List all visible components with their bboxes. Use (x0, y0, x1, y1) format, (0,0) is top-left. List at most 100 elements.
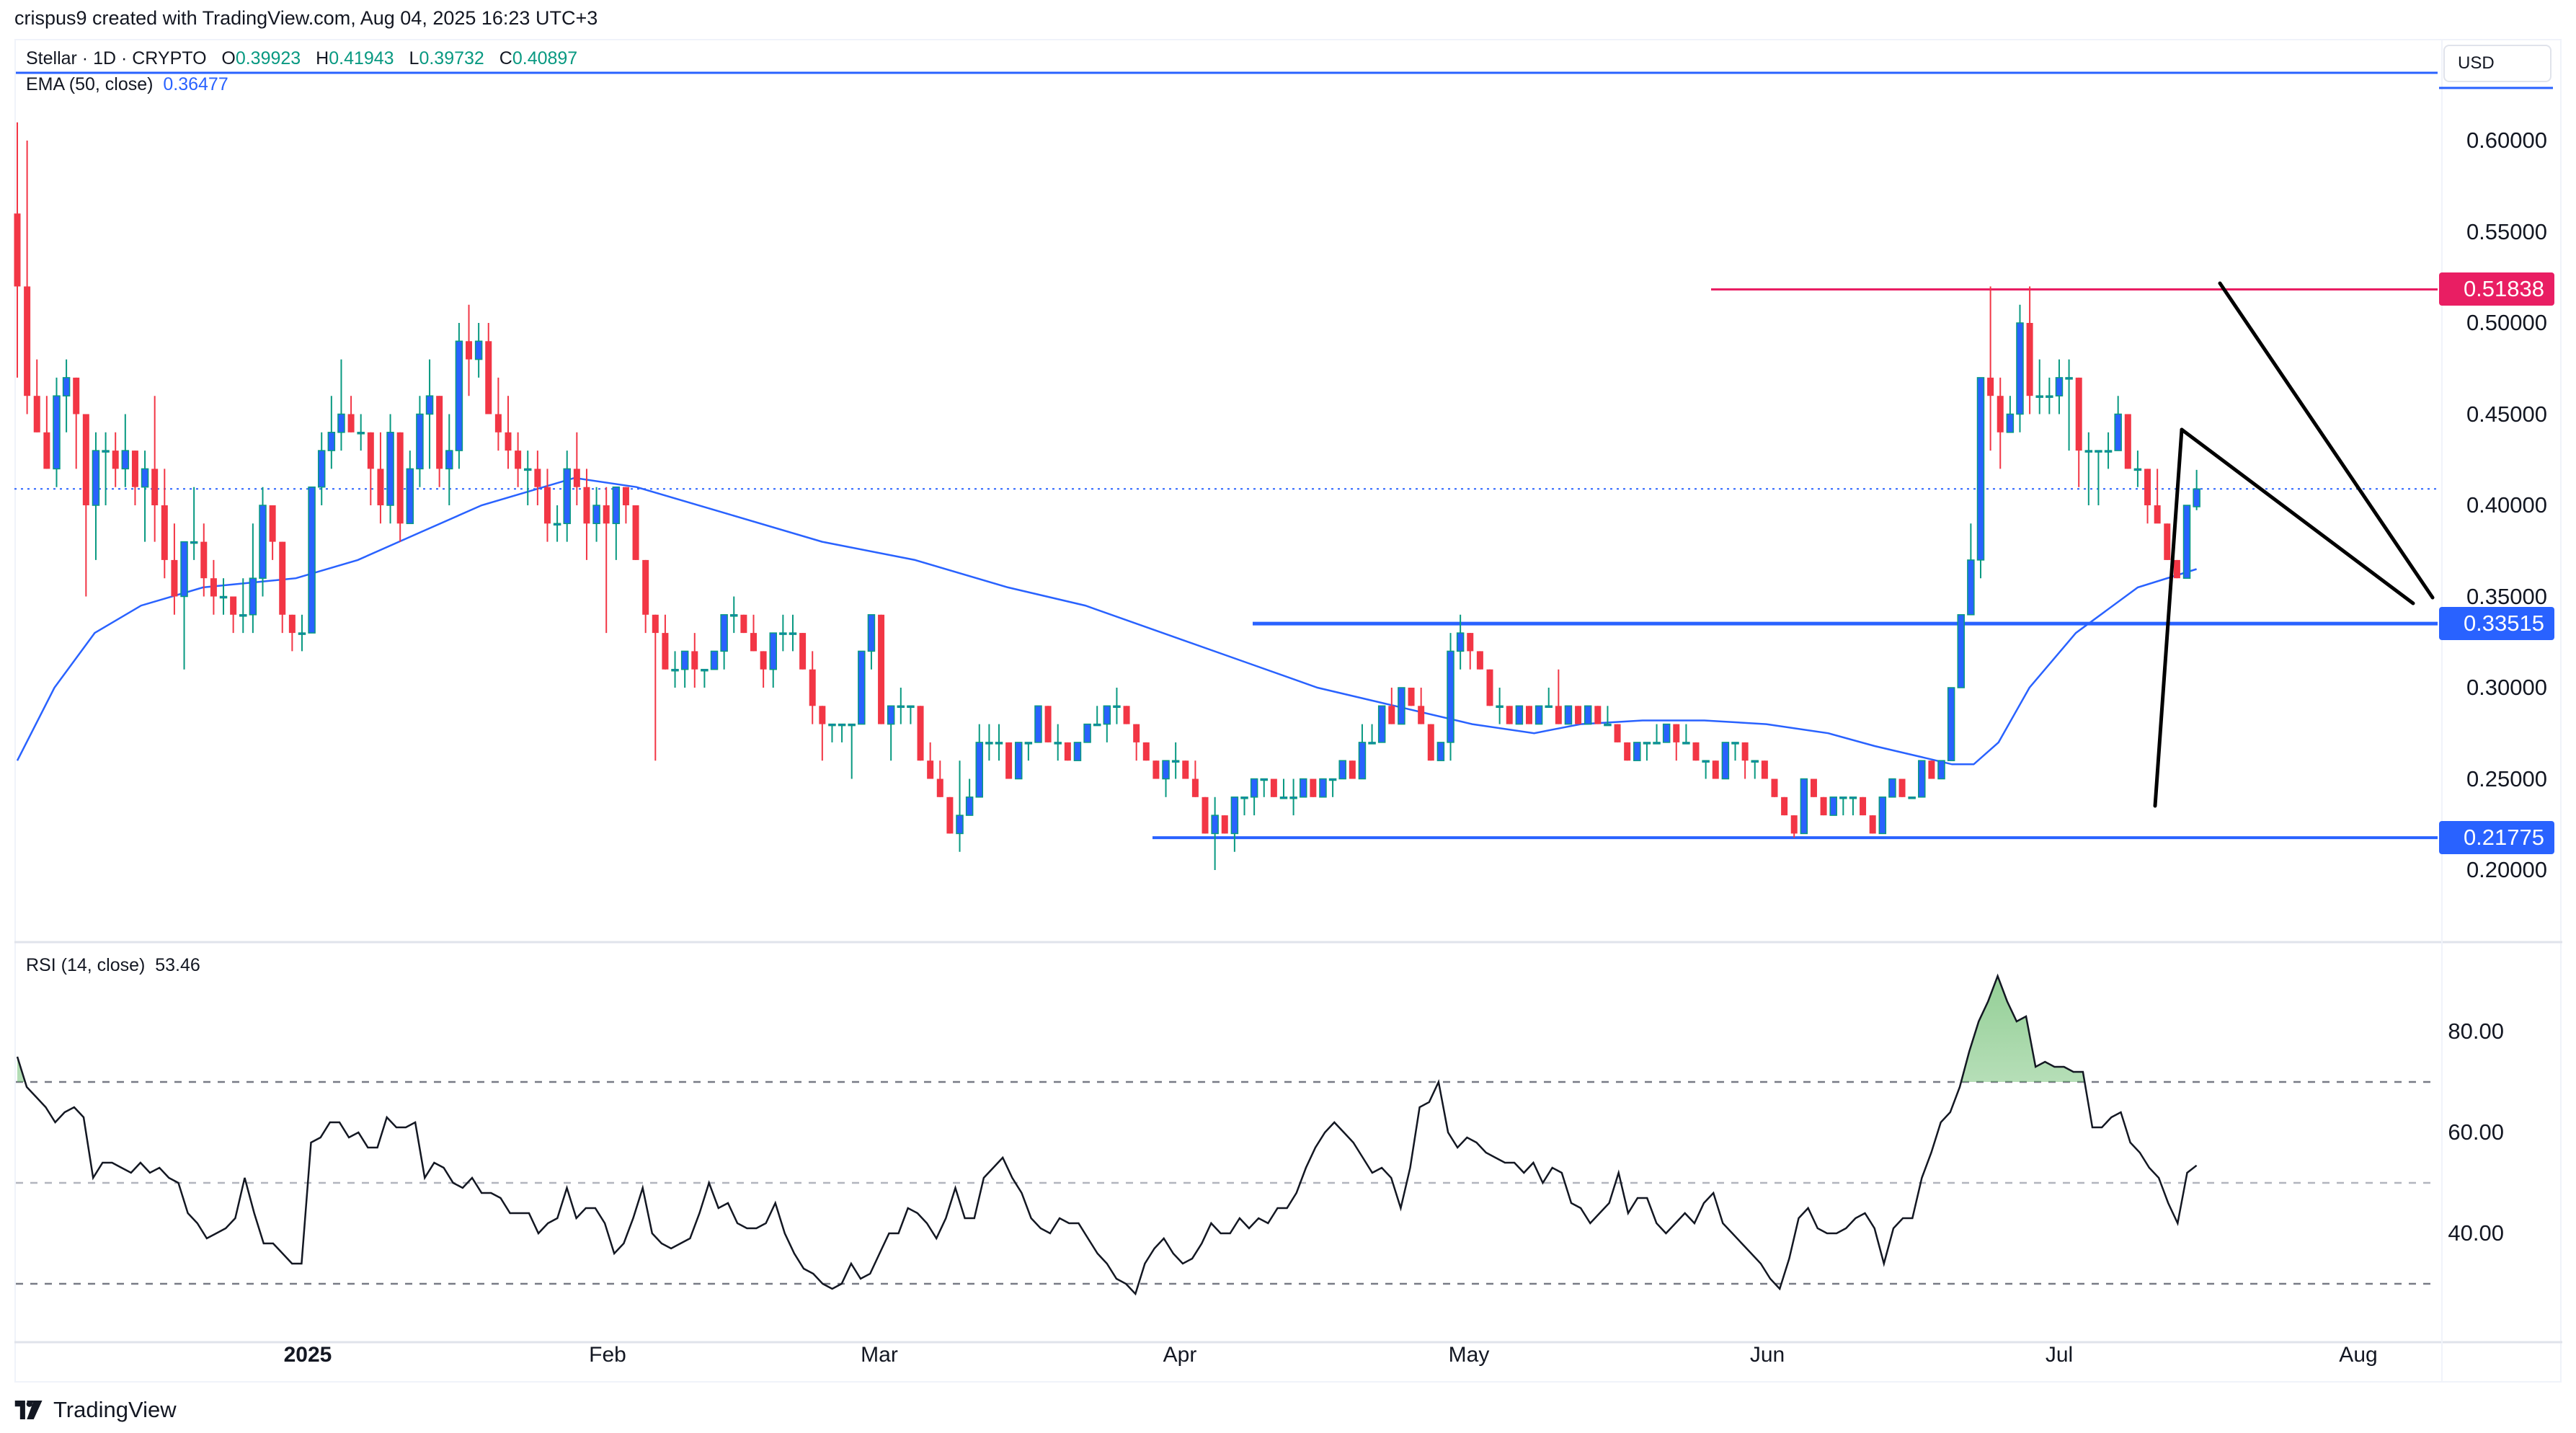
candle (1240, 797, 1248, 816)
candle (1614, 724, 1621, 742)
candle (779, 614, 787, 652)
candle (1731, 742, 1739, 761)
candle (396, 432, 404, 542)
candle (1368, 724, 1376, 745)
candle (515, 432, 522, 487)
candle (1761, 760, 1768, 779)
candle (1054, 724, 1062, 761)
candle (2182, 505, 2191, 579)
price-tick: 0.25000 (2466, 766, 2547, 791)
candle (2026, 286, 2033, 414)
candle (1338, 760, 1346, 780)
candle (466, 304, 473, 396)
price-tick: 0.55000 (2466, 218, 2547, 244)
symbol-name: Stellar · 1D · CRYPTO (26, 48, 207, 68)
candle (1506, 706, 1513, 724)
candle (1849, 797, 1857, 816)
candle (1260, 778, 1268, 797)
candle (897, 688, 905, 724)
candle (1781, 797, 1788, 816)
candle (887, 705, 895, 761)
candle (1349, 760, 1356, 779)
candle (1398, 687, 1405, 725)
wedge-lower-line (2180, 427, 2415, 605)
candle (622, 487, 629, 524)
candle (1800, 778, 1808, 835)
candle (534, 451, 541, 505)
candle (1005, 742, 1013, 779)
candle (239, 578, 247, 634)
candle (927, 742, 934, 779)
candle (2154, 469, 2161, 524)
rsi-label: RSI (14, close) (26, 955, 146, 975)
candle (946, 797, 954, 834)
candle (1073, 742, 1082, 761)
time-tick: Apr (1163, 1343, 1197, 1367)
candle (1594, 706, 1602, 724)
candle (1289, 778, 1297, 816)
candle (210, 559, 217, 615)
candle (720, 614, 728, 670)
candle (956, 760, 964, 852)
candle (1270, 778, 1277, 797)
price-tick: 0.45000 (2466, 401, 2547, 427)
candle (1604, 706, 1612, 727)
candle (1202, 797, 1209, 834)
candle (858, 650, 866, 725)
candle (2133, 451, 2142, 487)
candle (1142, 742, 1150, 761)
footer-brand[interactable]: TradingView (14, 1397, 177, 1423)
candle (1034, 705, 1042, 743)
candle (1171, 742, 1180, 779)
chart-frame (14, 39, 2562, 1383)
candle (1408, 688, 1415, 706)
candle (553, 505, 561, 542)
candle (2164, 523, 2171, 560)
rsi-legend[interactable]: RSI (14, close) 53.46 (26, 955, 200, 976)
candle (1064, 742, 1071, 761)
candle (985, 724, 993, 761)
candle (131, 451, 138, 505)
candle (2006, 396, 2015, 433)
candle (1662, 723, 1671, 743)
candle (612, 486, 621, 560)
candle (436, 396, 443, 487)
candle (1918, 760, 1926, 798)
candle (1692, 742, 1700, 761)
candle (1673, 724, 1680, 761)
candle (1496, 688, 1504, 724)
candle (1643, 742, 1651, 761)
candle (200, 523, 208, 597)
candle (288, 614, 296, 652)
candle (357, 414, 365, 451)
candle (298, 614, 306, 652)
price-tick: 0.30000 (2466, 675, 2547, 700)
price-tick: 0.20000 (2466, 857, 2547, 882)
rsi-tick: 80.00 (2448, 1019, 2504, 1044)
candle (1113, 688, 1121, 724)
candle (33, 359, 40, 432)
time-tick: Jul (2045, 1343, 2074, 1367)
open-value: 0.39923 (235, 48, 301, 68)
candle (1310, 778, 1317, 797)
candle (1751, 760, 1759, 779)
candle (543, 469, 551, 542)
candle (828, 723, 836, 742)
time-tick: Feb (589, 1343, 626, 1367)
candle (180, 541, 188, 670)
rsi-tick: 60.00 (2448, 1119, 2504, 1145)
candle (14, 122, 21, 378)
currency-button[interactable]: USD (2443, 45, 2551, 82)
ema-legend[interactable]: EMA (50, close) 0.36477 (26, 74, 228, 95)
ema-value: 0.36477 (163, 74, 228, 94)
high-value: 0.41943 (329, 48, 394, 68)
candle (1898, 778, 1906, 797)
candle (1712, 760, 1719, 779)
ema-line (16, 476, 2197, 766)
candle (750, 614, 757, 652)
candle (838, 723, 846, 742)
candle (2124, 414, 2131, 469)
candle (1860, 797, 1867, 816)
candle (632, 505, 639, 560)
